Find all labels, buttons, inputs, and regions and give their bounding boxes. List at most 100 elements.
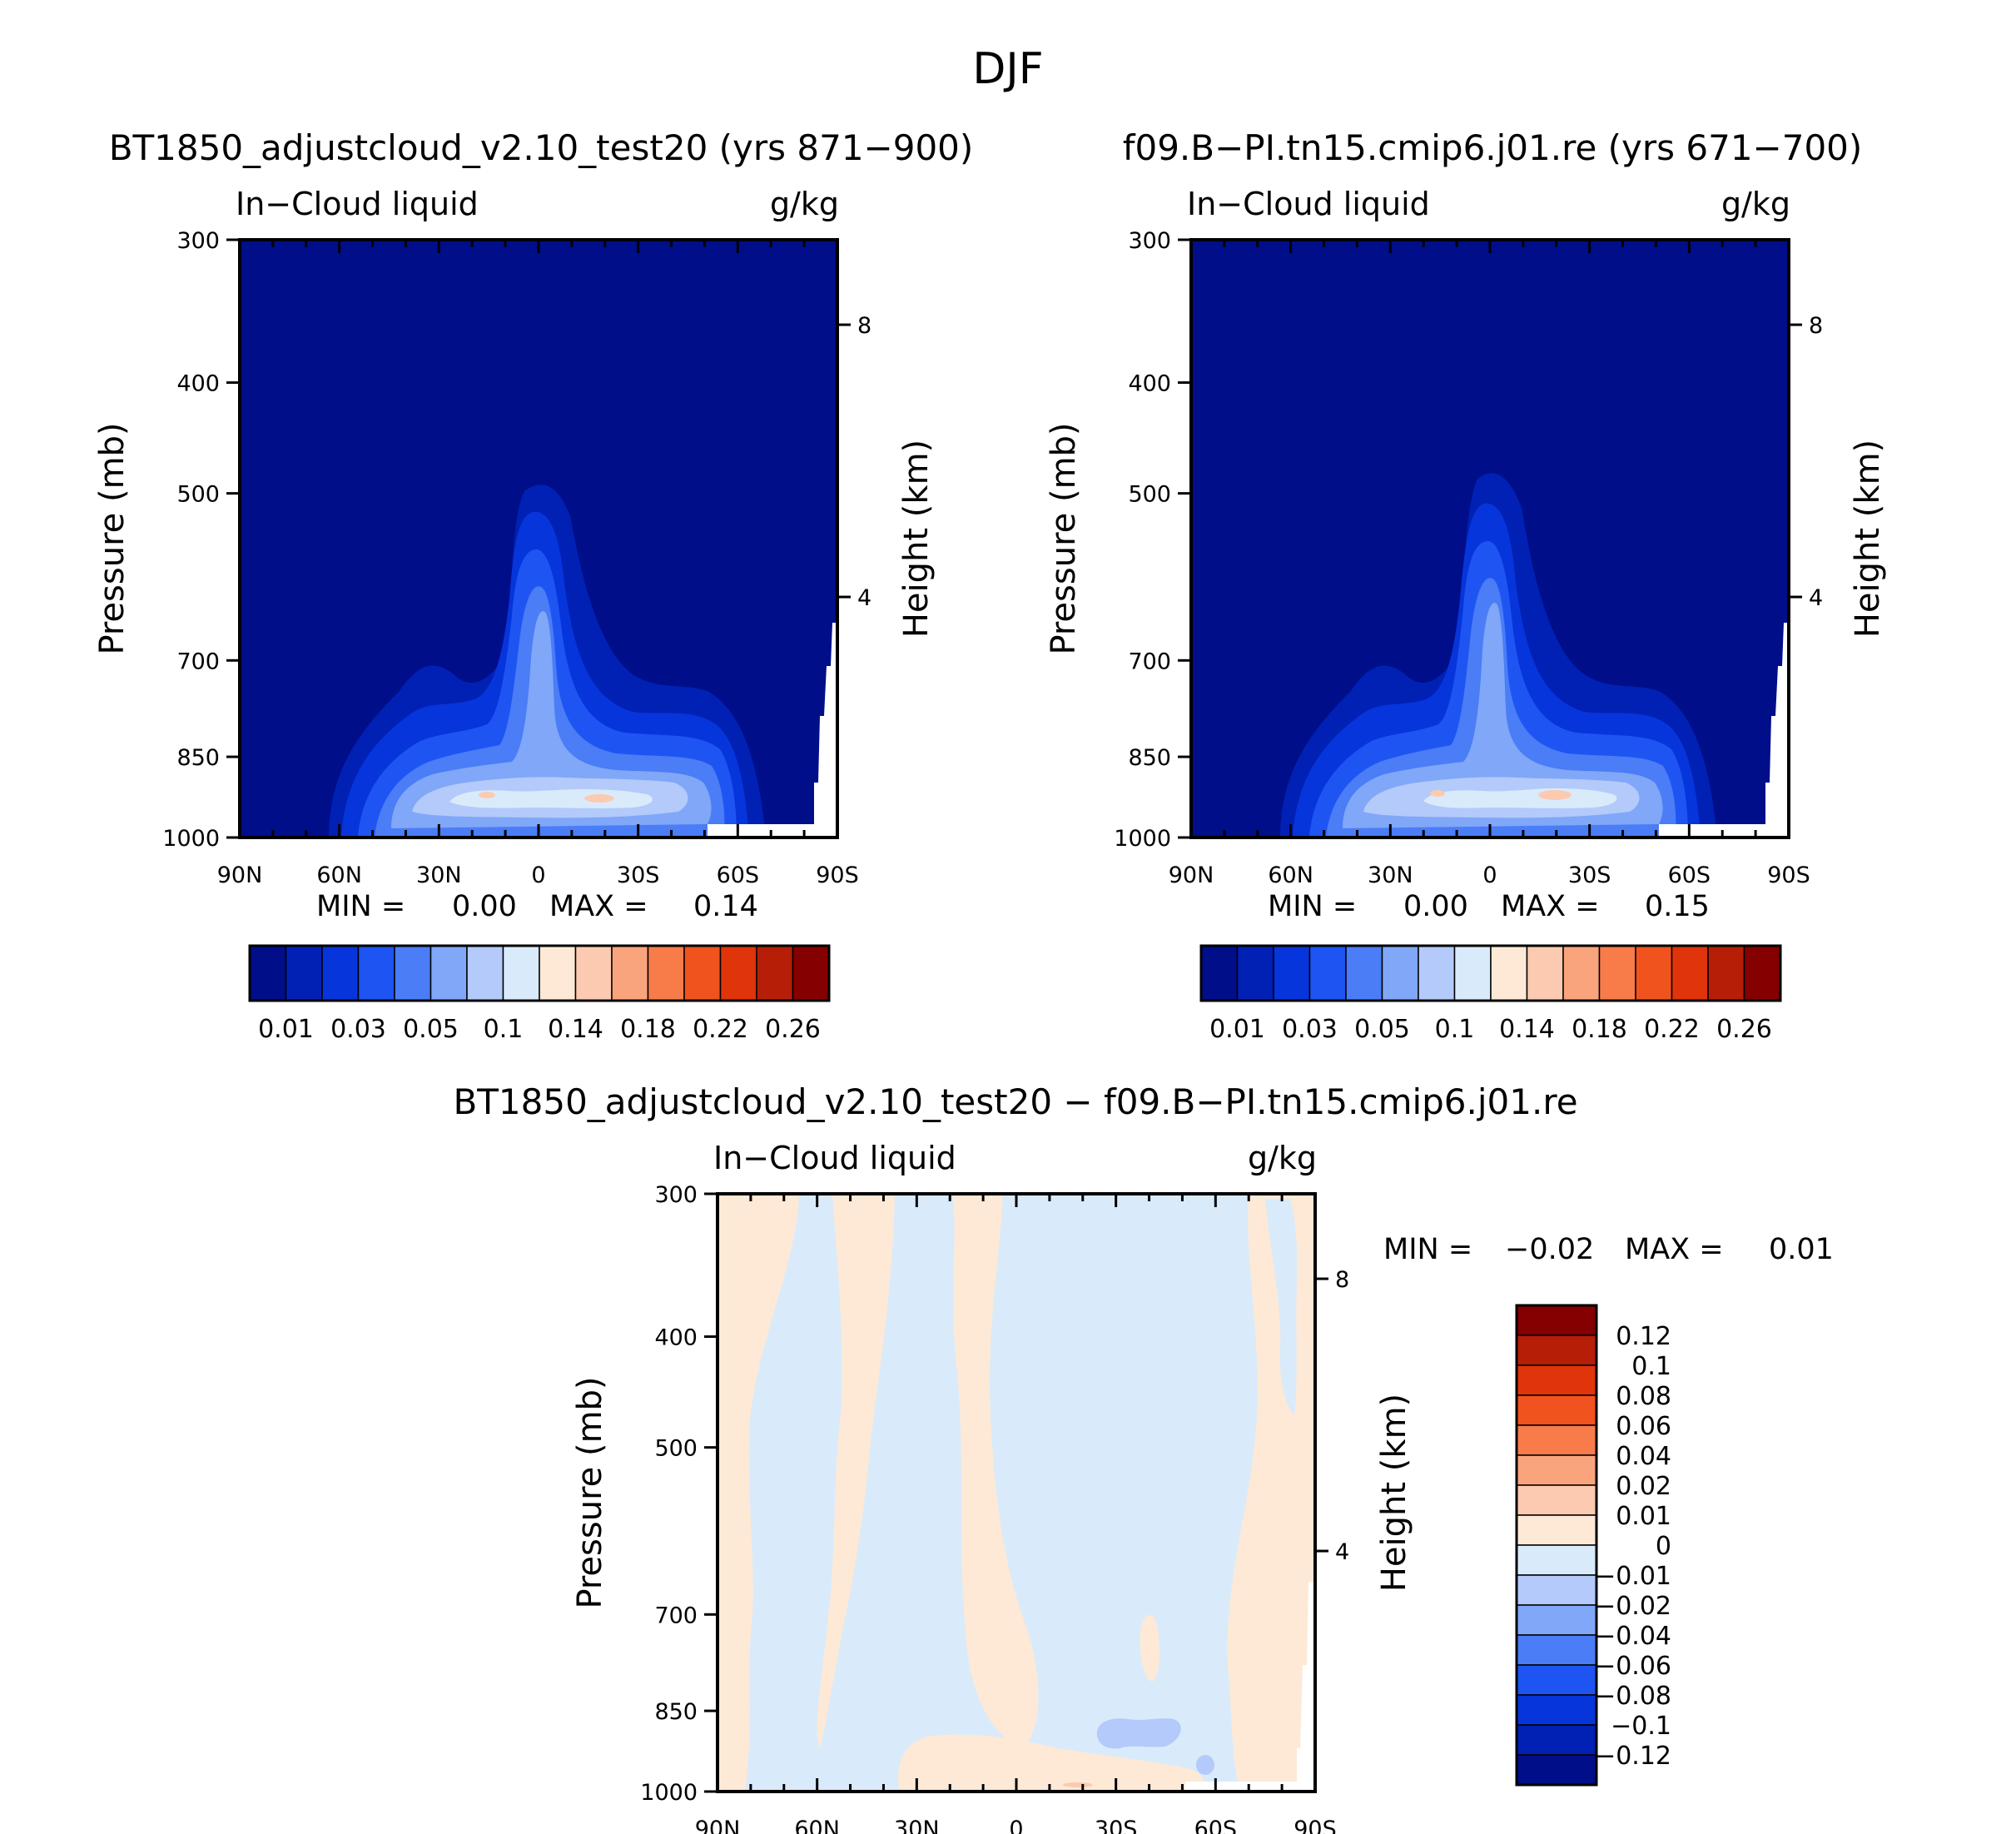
panel-3-ytick-label: 1000 [640, 1780, 698, 1806]
panel-3-positive-band-0 [953, 1194, 1039, 1748]
colorbar-swatch [756, 945, 794, 1001]
colorbar-label: 0.01 [1209, 1015, 1265, 1044]
panel-3-ytick-label: 300 [654, 1182, 698, 1208]
panel-3-axes: 90N 60N 30N 0 30S 60S 90S 300 400 500 700 850 1000 8 4… [571, 1182, 1413, 1834]
colorbar-label: 0.18 [620, 1015, 676, 1044]
panel-1-xtick-label: 90S [816, 862, 859, 888]
panel-1-ytick-label: 1000 [162, 826, 220, 852]
panel-2-max-value: 0.15 [1645, 890, 1710, 923]
panel-3-ytick-label: 850 [654, 1699, 698, 1725]
panel-3-xtick-label: 60N [794, 1817, 840, 1834]
colorbar-label: 0.05 [1354, 1015, 1410, 1044]
colorbar-swatch [574, 945, 613, 1001]
panel-2-min-label: MIN = [1268, 890, 1357, 923]
diff-colorbar-label: 0.1 [1631, 1352, 1671, 1381]
panel-3-ylabel: Pressure (mb) [571, 1376, 609, 1608]
panel-2-title: f09.B−PI.tn15.cmip6.j01.re (yrs 671−700) [1123, 127, 1863, 168]
colorbar-swatch [466, 945, 504, 1001]
panel-3-positive-band-west [718, 1194, 799, 1792]
diff-colorbar-label: 0.02 [1616, 1472, 1671, 1501]
panel-1-max-value: 0.14 [693, 890, 758, 923]
colorbar-swatch [394, 945, 432, 1001]
colorbar-swatch [1743, 945, 1781, 1001]
panel-1-y2tick-label: 8 [857, 313, 871, 339]
colorbar-swatch [1526, 945, 1564, 1001]
colorbar-swatch [1453, 945, 1492, 1001]
panel-3-min-label: MIN = [1383, 1233, 1472, 1266]
panel-3-positive-patch-40s [1140, 1615, 1159, 1682]
colorbar-label: 0.1 [1435, 1015, 1475, 1044]
panel-2-xtick-label: 90S [1767, 862, 1810, 888]
colorbar-swatch [1671, 945, 1709, 1001]
panel-1: BT1850_adjustcloud_v2.10_test20 (yrs 871… [93, 127, 973, 1044]
panel-1-ytick-label: 700 [176, 649, 220, 674]
colorbar-label: 0.22 [693, 1015, 748, 1044]
panel-1-missing-region [708, 623, 837, 837]
diff-colorbar-swatch [1516, 1604, 1597, 1636]
diff-colorbar-label: 0.06 [1616, 1412, 1671, 1441]
colorbar-swatch [539, 945, 577, 1001]
colorbar-label: 0.01 [258, 1015, 314, 1044]
panel-3-negative-patch-east [1265, 1199, 1298, 1415]
panel-2-ytick-label: 300 [1128, 228, 1171, 254]
diff-colorbar-frame [1515, 1304, 1598, 1787]
panel-3-xtick-label: 90N [695, 1817, 741, 1834]
panel-2-ytick-label: 1000 [1114, 826, 1171, 852]
panel-3-colorbar: 0.120.10.080.060.040.020.010−0.01−0.02−0… [1515, 1304, 1671, 1787]
panel-3-negative-patch-50s [1196, 1755, 1214, 1775]
panel-2: f09.B−PI.tn15.cmip6.j01.re (yrs 671−700)… [1045, 127, 1887, 1044]
panel-1-axes: 90N 60N 30N 0 30S 60S 90S 300 400 500 700 850 1000 8 4… [93, 228, 936, 888]
panel-2-contour-max-secondary [1430, 790, 1445, 797]
colorbar-swatch [285, 945, 323, 1001]
panel-3-negative-patch-30s [1096, 1718, 1181, 1749]
diff-colorbar-swatch [1516, 1664, 1597, 1696]
panel-3-units-label: g/kg [1248, 1140, 1317, 1176]
panel-1-title: BT1850_adjustcloud_v2.10_test20 (yrs 871… [109, 127, 974, 168]
panel-3: BT1850_adjustcloud_v2.10_test20 − f09.B−… [453, 1081, 1833, 1834]
colorbar-label: 0.26 [1716, 1015, 1772, 1044]
colorbar-swatch [357, 945, 395, 1001]
panel-3-ytick-label: 500 [654, 1436, 698, 1462]
diff-colorbar-label: −0.02 [1595, 1592, 1671, 1621]
panel-2-contour-level-8 [1423, 788, 1617, 808]
colorbar-label: 0.03 [1282, 1015, 1338, 1044]
panel-3-title: BT1850_adjustcloud_v2.10_test20 − f09.B−… [453, 1081, 1577, 1122]
figure-title: DJF [972, 44, 1043, 94]
diff-colorbar-swatch [1516, 1754, 1597, 1786]
colorbar-swatch [683, 945, 722, 1001]
panel-1-ytick-label: 850 [176, 745, 220, 771]
panel-2-variable-label: In−Cloud liquid [1187, 186, 1430, 222]
diff-colorbar-swatch [1516, 1724, 1597, 1756]
panel-1-xtick-label: 30S [617, 862, 660, 888]
panel-3-field [718, 1194, 1315, 1792]
diff-colorbar-label: −0.01 [1595, 1562, 1671, 1591]
panel-3-min-value: −0.02 [1505, 1233, 1594, 1266]
diff-colorbar-label: −0.12 [1595, 1742, 1671, 1771]
panel-2-max-label: MAX = [1501, 890, 1600, 923]
panel-1-min-label: MIN = [316, 890, 405, 923]
diff-colorbar-swatch [1516, 1334, 1597, 1366]
panel-2-y2label: Height (km) [1849, 440, 1887, 638]
panel-2-contour-max [1538, 790, 1572, 800]
colorbar-label: 0.14 [548, 1015, 603, 1044]
panel-2-ytick-label: 400 [1128, 371, 1171, 397]
panel-1-contour-level-6 [391, 611, 712, 828]
diff-colorbar-swatch [1516, 1574, 1597, 1606]
panel-3-xtick-label: 90S [1294, 1817, 1337, 1834]
panel-3-xtick-label: 30N [894, 1817, 940, 1834]
panel-3-missing-region [1185, 1582, 1315, 1792]
colorbar-label: 0.14 [1499, 1015, 1555, 1044]
panel-1-min-value: 0.00 [452, 890, 517, 923]
panel-3-max-label: MAX = [1625, 1233, 1724, 1266]
colorbar-swatch [321, 945, 360, 1001]
panel-3-y2label: Height (km) [1375, 1394, 1413, 1592]
panel-3-variable-label: In−Cloud liquid [713, 1140, 956, 1176]
panel-1-xtick-label: 30N [416, 862, 462, 888]
panel-3-xtick-label: 0 [1009, 1817, 1023, 1834]
diff-colorbar-swatch [1516, 1394, 1597, 1426]
colorbar-swatch [611, 945, 649, 1001]
colorbar-label: 0.22 [1644, 1015, 1700, 1044]
panel-1-contour-level-8 [449, 789, 653, 808]
panel-1-xtick-label: 0 [531, 862, 545, 888]
